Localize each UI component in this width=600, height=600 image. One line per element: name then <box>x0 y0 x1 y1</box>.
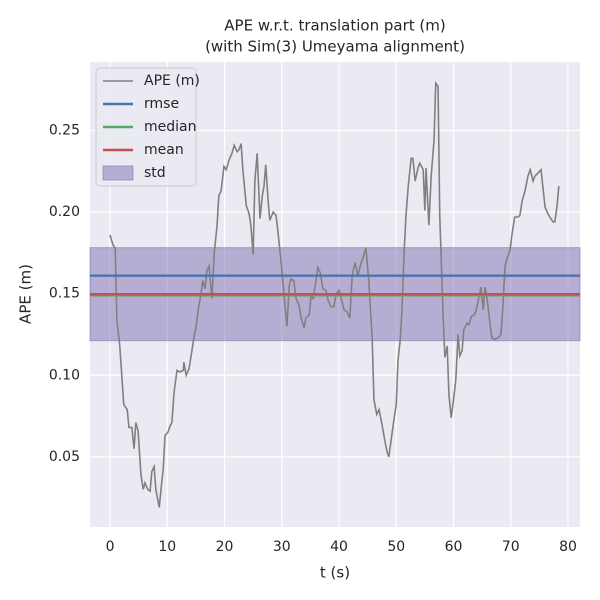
legend-label: mean <box>144 142 184 158</box>
x-tick-label: 50 <box>387 539 405 555</box>
y-tick-label: 0.10 <box>49 367 80 383</box>
legend-label: APE (m) <box>144 73 200 89</box>
legend-label: std <box>144 165 166 181</box>
y-tick-label: 0.15 <box>49 286 80 302</box>
chart-title: APE w.r.t. translation part (m) <box>224 17 445 35</box>
chart-subtitle: (with Sim(3) Umeyama alignment) <box>205 38 465 56</box>
y-axis-label: APE (m) <box>17 264 35 324</box>
legend-label: rmse <box>144 96 179 112</box>
y-tick-label: 0.05 <box>49 449 80 465</box>
x-tick-label: 30 <box>273 539 291 555</box>
x-tick-label: 0 <box>106 539 115 555</box>
legend-label: median <box>144 119 196 135</box>
x-tick-label: 80 <box>559 539 577 555</box>
ape-line <box>109 80 560 508</box>
x-axis-label: t (s) <box>320 564 350 582</box>
x-tick-label: 60 <box>445 539 463 555</box>
x-tick-label: 70 <box>502 539 520 555</box>
legend-box <box>95 67 197 187</box>
x-tick-label: 10 <box>158 539 176 555</box>
legend-swatch <box>102 165 134 181</box>
y-tick-label: 0.20 <box>49 204 80 220</box>
y-tick-label: 0.25 <box>49 123 80 139</box>
x-tick-label: 40 <box>330 539 348 555</box>
x-tick-label: 20 <box>216 539 234 555</box>
